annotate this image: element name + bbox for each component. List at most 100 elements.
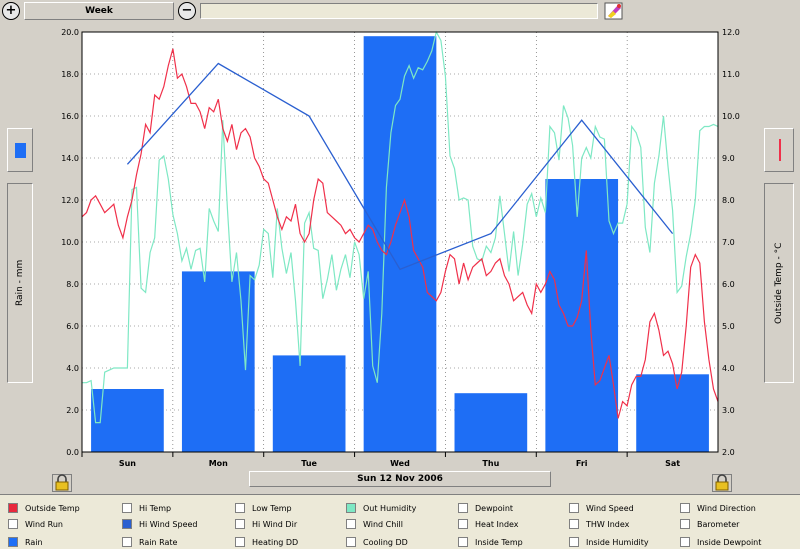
legend-item-wind-chill[interactable]: Wind Chill: [346, 519, 403, 529]
legend-item-heat-index[interactable]: Heat Index: [458, 519, 519, 529]
legend-item-barometer[interactable]: Barometer: [680, 519, 739, 529]
legend-item-outside-temp[interactable]: Outside Temp: [8, 503, 80, 513]
legend-checkbox[interactable]: [122, 537, 132, 547]
legend-item-dewpoint[interactable]: Dewpoint: [458, 503, 513, 513]
legend-checkbox[interactable]: [8, 519, 18, 529]
out-humidity-line: [82, 30, 719, 424]
legend-checkbox[interactable]: [680, 537, 690, 547]
category-label: Sun: [119, 459, 136, 468]
legend-item-rain-rate[interactable]: Rain Rate: [122, 537, 177, 547]
date-search-field[interactable]: [200, 3, 598, 19]
rain-bar: [636, 374, 709, 452]
legend-checkbox[interactable]: [235, 519, 245, 529]
left-tick-label: 18.0: [61, 70, 79, 79]
series-legend: Outside Temp Hi Temp Low Temp Out Humidity D…: [0, 494, 800, 549]
rain-bar: [363, 36, 437, 452]
weather-chart: 0.0 2.0 4.0 6.0 8.0 10.0 12.0 14.0 16.0 18.0 20.0 2…: [61, 28, 740, 468]
legend-label: Outside Temp: [25, 503, 80, 513]
legend-item-wind-direction[interactable]: Wind Direction: [680, 503, 756, 513]
rain-bar: [454, 393, 528, 452]
legend-label: Barometer: [697, 519, 740, 529]
right-tick-label: 11.0: [722, 70, 740, 79]
legend-label: Heating DD: [252, 537, 299, 547]
legend-checkbox[interactable]: [122, 519, 132, 529]
legend-checkbox[interactable]: [458, 519, 468, 529]
legend-label: THW Index: [586, 519, 630, 529]
legend-label: Wind Direction: [697, 503, 756, 513]
hi-wind-speed-line: [126, 62, 674, 271]
legend-label: Hi Wind Speed: [139, 519, 198, 529]
legend-checkbox[interactable]: [8, 537, 18, 547]
legend-checkbox[interactable]: [680, 503, 690, 513]
legend-label: Hi Temp: [139, 503, 172, 513]
category-label: Thu: [482, 459, 499, 468]
right-tick-label: 5.0: [722, 322, 735, 331]
right-axis-label-button[interactable]: Outside Temp - °C: [764, 183, 794, 383]
rain-swatch: [15, 143, 26, 158]
legend-label: Inside Dewpoint: [697, 537, 762, 547]
legend-item-out-humidity[interactable]: Out Humidity: [346, 503, 416, 513]
rain-bar: [545, 179, 619, 452]
legend-label: Wind Run: [25, 519, 63, 529]
legend-item-thw-index[interactable]: THW Index: [569, 519, 629, 529]
right-tick-label: 3.0: [722, 406, 735, 415]
left-lock-button[interactable]: [52, 474, 72, 492]
legend-checkbox[interactable]: [458, 537, 468, 547]
rain-bar: [272, 355, 346, 452]
right-lock-button[interactable]: [712, 474, 732, 492]
legend-label: Dewpoint: [475, 503, 514, 513]
zoom-out-button[interactable]: −: [178, 2, 196, 20]
legend-item-wind-speed[interactable]: Wind Speed: [569, 503, 634, 513]
legend-item-rain[interactable]: Rain: [8, 537, 43, 547]
plot-frame: [81, 31, 719, 453]
legend-checkbox[interactable]: [122, 503, 132, 513]
temp-swatch: [779, 139, 781, 161]
legend-checkbox[interactable]: [8, 503, 18, 513]
legend-item-inside-dewpoint[interactable]: Inside Dewpoint: [680, 537, 761, 547]
legend-label: Hi Wind Dir: [252, 519, 298, 529]
right-tick-label: 7.0: [722, 238, 735, 247]
legend-checkbox[interactable]: [346, 519, 356, 529]
legend-checkbox[interactable]: [235, 503, 245, 513]
legend-label: Cooling DD: [363, 537, 408, 547]
legend-item-hi-wind-speed[interactable]: Hi Wind Speed: [122, 519, 198, 529]
outside-temp-line: [81, 48, 719, 419]
legend-checkbox[interactable]: [569, 519, 579, 529]
right-tick-label: 2.0: [722, 448, 735, 457]
legend-item-low-temp[interactable]: Low Temp: [235, 503, 292, 513]
legend-checkbox[interactable]: [569, 503, 579, 513]
left-tick-label: 10.0: [61, 238, 79, 247]
legend-item-heating-dd[interactable]: Heating DD: [235, 537, 298, 547]
category-label: Sat: [665, 459, 680, 468]
left-axis-label-button[interactable]: Rain - mm: [7, 183, 33, 383]
legend-checkbox[interactable]: [680, 519, 690, 529]
left-tick-label: 2.0: [66, 406, 79, 415]
left-tick-label: 14.0: [61, 154, 79, 163]
zoom-in-button[interactable]: +: [2, 2, 20, 20]
left-tick-label: 12.0: [61, 196, 79, 205]
legend-checkbox[interactable]: [346, 503, 356, 513]
rain-bar: [181, 271, 255, 452]
category-label: Fri: [576, 459, 588, 468]
legend-label: Wind Chill: [363, 519, 403, 529]
legend-item-inside-humidity[interactable]: Inside Humidity: [569, 537, 649, 547]
legend-item-hi-temp[interactable]: Hi Temp: [122, 503, 171, 513]
left-series-color-button[interactable]: [7, 128, 33, 172]
legend-label: Wind Speed: [586, 503, 634, 513]
legend-checkbox[interactable]: [569, 537, 579, 547]
legend-checkbox[interactable]: [235, 537, 245, 547]
legend-item-wind-run[interactable]: Wind Run: [8, 519, 63, 529]
color-palette-button[interactable]: [604, 1, 624, 21]
legend-item-cooling-dd[interactable]: Cooling DD: [346, 537, 408, 547]
legend-item-inside-temp[interactable]: Inside Temp: [458, 537, 523, 547]
right-series-color-button[interactable]: [764, 128, 794, 172]
legend-item-hi-wind-dir[interactable]: Hi Wind Dir: [235, 519, 297, 529]
left-tick-label: 16.0: [61, 112, 79, 121]
legend-checkbox[interactable]: [458, 503, 468, 513]
period-selector[interactable]: Week: [24, 2, 174, 20]
left-tick-label: 4.0: [66, 364, 79, 373]
legend-checkbox[interactable]: [346, 537, 356, 547]
category-label: Tue: [301, 459, 317, 468]
left-axis-label: Rain - mm: [15, 259, 25, 307]
right-tick-label: 12.0: [722, 28, 740, 37]
